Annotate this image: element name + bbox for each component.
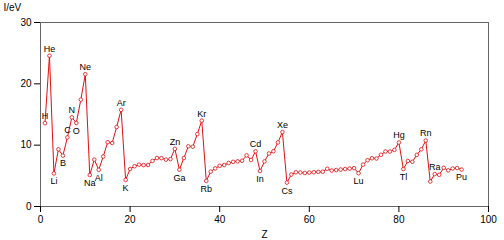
svg-text:N: N	[69, 105, 76, 115]
svg-text:O: O	[73, 126, 80, 136]
svg-text:Li: Li	[50, 176, 57, 186]
svg-text:I/eV: I/eV	[4, 2, 22, 13]
svg-text:60: 60	[304, 214, 316, 225]
svg-text:In: In	[256, 174, 264, 184]
svg-text:0: 0	[26, 201, 32, 212]
svg-text:Rn: Rn	[420, 128, 432, 138]
svg-text:Tl: Tl	[400, 172, 408, 182]
svg-text:100: 100	[480, 214, 497, 225]
svg-text:Al: Al	[95, 173, 103, 183]
svg-text:20: 20	[20, 78, 32, 89]
svg-text:80: 80	[393, 214, 405, 225]
svg-text:Na: Na	[84, 177, 96, 188]
svg-text:30: 30	[20, 17, 32, 28]
svg-text:K: K	[123, 183, 129, 193]
svg-text:Ra: Ra	[429, 162, 441, 172]
svg-text:Xe: Xe	[277, 120, 288, 130]
svg-text:B: B	[60, 158, 66, 168]
svg-text:Z: Z	[261, 229, 267, 240]
svg-text:0: 0	[38, 214, 44, 225]
svg-text:40: 40	[214, 214, 226, 225]
svg-text:Ne: Ne	[80, 62, 92, 72]
svg-text:Ar: Ar	[117, 98, 126, 108]
svg-text:Cs: Cs	[281, 185, 292, 195]
svg-text:Zn: Zn	[170, 137, 181, 147]
svg-text:Rb: Rb	[201, 184, 213, 194]
svg-text:20: 20	[125, 214, 137, 225]
svg-text:Cd: Cd	[250, 139, 262, 149]
svg-text:Hg: Hg	[393, 130, 405, 140]
svg-text:10: 10	[20, 139, 32, 150]
svg-text:Lu: Lu	[354, 176, 364, 186]
svg-text:Ga: Ga	[173, 173, 185, 183]
svg-text:H: H	[42, 111, 49, 121]
svg-text:Kr: Kr	[197, 109, 206, 119]
svg-text:Pu: Pu	[456, 172, 467, 182]
svg-text:He: He	[44, 44, 56, 54]
svg-text:C: C	[64, 125, 71, 135]
